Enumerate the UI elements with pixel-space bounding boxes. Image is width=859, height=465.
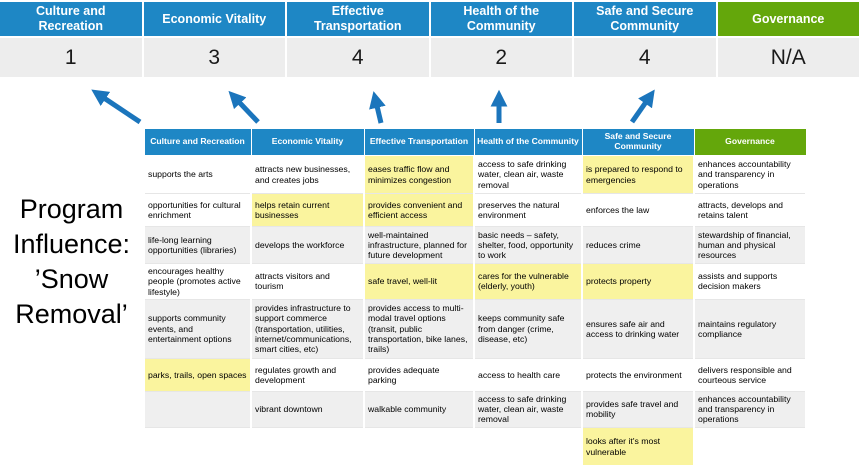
- matrix-cell: provides adequate parking: [363, 357, 475, 392]
- matrix-cell: well-maintained infrastructure, planned …: [363, 226, 475, 264]
- matrix-cell: walkable community: [363, 390, 475, 428]
- influence-arrow-5: [629, 89, 655, 124]
- matrix-header-governance: Governance: [693, 128, 807, 156]
- banner-header-effective-transportation: Effective Transportation: [287, 2, 429, 36]
- matrix-cell: looks after it's most vulnerable: [581, 426, 695, 465]
- score-economic-vitality: 3: [143, 38, 285, 77]
- score-governance: N/A: [717, 38, 859, 77]
- matrix-cell: preserves the natural environment: [473, 193, 583, 227]
- matrix-cell: assists and supports decision makers: [693, 263, 807, 300]
- matrix-header-economic-vitality: Economic Vitality: [250, 128, 365, 156]
- banner-header-safe-and-secure-community: Safe and Secure Community: [574, 2, 716, 36]
- matrix-cell: [143, 426, 252, 465]
- matrix-cell: regulates growth and development: [250, 357, 365, 392]
- matrix-cell: develops the workforce: [250, 226, 365, 264]
- matrix-cell: protects the environment: [581, 357, 695, 392]
- matrix-cell: maintains regulatory compliance: [693, 298, 807, 359]
- matrix-cell: supports community events, and entertain…: [143, 298, 252, 359]
- matrix-cell: ensures safe air and access to drinking …: [581, 298, 695, 359]
- matrix-cell: attracts, develops and retains talent: [693, 193, 807, 227]
- matrix-cell: opportunities for cultural enrichment: [143, 193, 252, 227]
- matrix-cell: access to safe drinking water, clean air…: [473, 390, 583, 428]
- matrix-cell: life-long learning opportunities (librar…: [143, 226, 252, 264]
- matrix-cell: provides infrastructure to support comme…: [250, 298, 365, 359]
- program-label-line: Removal’: [15, 299, 128, 330]
- matrix-cell: vibrant downtown: [250, 390, 365, 428]
- score-safe-and-secure-community: 4: [574, 38, 716, 77]
- matrix-cell: enhances accountability and transparency…: [693, 390, 807, 428]
- matrix-cell: stewardship of financial, human and phys…: [693, 226, 807, 264]
- matrix-cell: safe travel, well-lit: [363, 263, 475, 300]
- matrix-cell: provides safe travel and mobility: [581, 390, 695, 428]
- matrix-cell: provides convenient and efficient access: [363, 193, 475, 227]
- program-influence-label: Program Influence: ’Snow Removal’: [0, 192, 143, 332]
- influence-arrow-3: [369, 91, 386, 124]
- matrix-cell: basic needs – safety, shelter, food, opp…: [473, 226, 583, 264]
- matrix-cell: [143, 390, 252, 428]
- matrix-cell: [363, 426, 475, 465]
- table-row: supports the arts attracts new businesse…: [143, 155, 807, 194]
- matrix-header-culture-and-recreation: Culture and Recreation: [143, 128, 252, 156]
- matrix-cell: protects property: [581, 263, 695, 300]
- table-row: parks, trails, open spaces regulates gro…: [143, 357, 807, 392]
- influence-arrow-1: [91, 89, 142, 125]
- matrix-cell: eases traffic flow and minimizes congest…: [363, 155, 475, 194]
- matrix-cell: enforces the law: [581, 193, 695, 227]
- score-effective-transportation: 4: [287, 38, 429, 77]
- matrix-cell: [693, 426, 807, 465]
- table-row: life-long learning opportunities (librar…: [143, 226, 807, 264]
- score-culture-and-recreation: 1: [0, 38, 142, 77]
- matrix-cell: is prepared to respond to emergencies: [581, 155, 695, 194]
- matrix-cell: access to health care: [473, 357, 583, 392]
- matrix-cell: parks, trails, open spaces: [143, 357, 252, 392]
- table-row: encourages healthy people (promotes acti…: [143, 263, 807, 300]
- influence-arrow-2: [228, 90, 260, 124]
- score-health-of-the-community: 2: [430, 38, 572, 77]
- table-row: opportunities for cultural enrichment he…: [143, 193, 807, 227]
- matrix-cell: cares for the vulnerable (elderly, youth…: [473, 263, 583, 300]
- matrix-cell: [250, 426, 365, 465]
- priority-banner-headers: Culture and Recreation Economic Vitality…: [0, 2, 859, 36]
- table-row: supports community events, and entertain…: [143, 298, 807, 359]
- influence-arrows: [91, 89, 655, 125]
- program-label-line: Program: [19, 194, 124, 224]
- banner-header-culture-and-recreation: Culture and Recreation: [0, 2, 142, 36]
- banner-header-health-of-the-community: Health of the Community: [430, 2, 572, 36]
- matrix-header-health-of-the-community: Health of the Community: [473, 128, 583, 156]
- matrix-cell: access to safe drinking water, clean air…: [473, 155, 583, 194]
- matrix-header-effective-transportation: Effective Transportation: [363, 128, 475, 156]
- matrix-cell: [473, 426, 583, 465]
- priority-banner-scores: 1 3 4 2 4 N/A: [0, 38, 859, 77]
- matrix-header-safe-and-secure-community: Safe and Secure Community: [581, 128, 695, 156]
- matrix-cell: encourages healthy people (promotes acti…: [143, 263, 252, 300]
- matrix-cell: provides access to multi-modal travel op…: [363, 298, 475, 359]
- matrix-cell: keeps community safe from danger (crime,…: [473, 298, 583, 359]
- matrix-cell: supports the arts: [143, 155, 252, 194]
- table-row: vibrant downtown walkable community acce…: [143, 390, 807, 428]
- matrix-cell: reduces crime: [581, 226, 695, 264]
- matrix-header-row: Culture and Recreation Economic Vitality…: [143, 128, 807, 156]
- priority-matrix-table: Culture and Recreation Economic Vitality…: [143, 128, 807, 465]
- banner-header-economic-vitality: Economic Vitality: [143, 2, 285, 36]
- program-label-line: Influence:: [12, 229, 131, 260]
- program-label-line: ’Snow: [34, 264, 109, 295]
- table-row: looks after it's most vulnerable: [143, 426, 807, 465]
- matrix-cell: enhances accountability and transparency…: [693, 155, 807, 194]
- matrix-cell: attracts visitors and tourism: [250, 263, 365, 300]
- matrix-cell: attracts new businesses, and creates job…: [250, 155, 365, 194]
- matrix-cell: helps retain current businesses: [250, 193, 365, 227]
- matrix-cell: delivers responsible and courteous servi…: [693, 357, 807, 392]
- banner-header-governance: Governance: [717, 2, 859, 36]
